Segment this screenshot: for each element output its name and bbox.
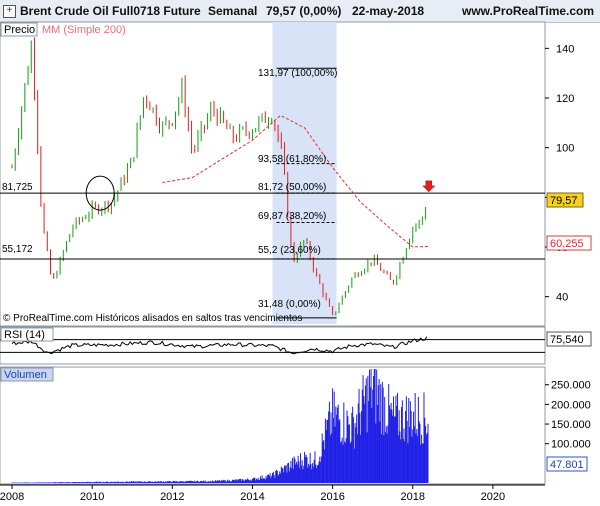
hline-label-upper: 81,725 — [2, 182, 33, 193]
volume-label: Volumen — [4, 369, 47, 381]
ma-badge-text: 60,255 — [550, 238, 584, 250]
rsi-label: RSI (14) — [4, 329, 45, 341]
fib-label-0: 31,48 (0,00%) — [258, 299, 321, 310]
rsi-line — [11, 336, 428, 355]
fib-label-100: 131,97 (100,00%) — [258, 68, 338, 79]
sell-arrow-icon — [422, 180, 436, 193]
time-tick-label: 2018 — [401, 491, 425, 503]
ma-badge — [546, 235, 592, 251]
volume-badge — [546, 456, 588, 472]
date-label: 22-may-2018 — [352, 4, 425, 18]
price-tick-label: 120 — [556, 93, 574, 105]
time-tick-label: 2014 — [240, 491, 264, 503]
fibonacci-zone — [272, 22, 337, 324]
fib-label-382: 69,87 (38,20%) — [258, 211, 326, 222]
time-tick-label: 2012 — [160, 491, 184, 503]
moving-average-line — [162, 114, 429, 248]
rsi-badge — [546, 331, 592, 347]
price-tick-label: 140 — [556, 43, 574, 55]
instrument-title: Brent Crude Oil Full0718 Future — [20, 4, 201, 18]
chart-header: + Brent Crude Oil Full0718 Future Semana… — [0, 0, 600, 23]
time-tick-label: 2020 — [481, 491, 505, 503]
volume-tick-label: 250.000 — [551, 380, 591, 392]
expand-icon[interactable]: + — [3, 5, 16, 18]
last-price-badge-text: 79,57 — [550, 195, 578, 207]
last-quote: 79,57 (0,00%) — [266, 4, 342, 18]
period-label: Semanal — [208, 4, 258, 18]
price-tick-label: 100 — [556, 143, 574, 155]
last-price-badge — [546, 192, 584, 208]
ma-legend-label: MM (Simple 200) — [42, 24, 126, 36]
volume-badge-text: 47.801 — [550, 459, 584, 471]
copyright-note: © ProRealTime.com Históricos alisados en… — [3, 313, 302, 324]
price-label-box — [0, 22, 38, 37]
fib-label-618: 93,58 (61,80%) — [258, 154, 326, 165]
price-label: Precio — [4, 24, 35, 36]
volume-tick-label: 150.000 — [551, 419, 591, 431]
volume-panel — [0, 366, 546, 485]
rsi-label-box — [0, 327, 54, 342]
time-tick-label: 2016 — [320, 491, 344, 503]
website-label: www.ProRealTime.com — [462, 4, 595, 18]
time-tick-label: 2010 — [80, 491, 104, 503]
rsi-badge-text: 75,540 — [550, 334, 584, 346]
time-tick-label: 2008 — [0, 491, 24, 503]
volume-tick-label: 100.000 — [551, 439, 591, 451]
price-tick-label: 40 — [556, 292, 568, 304]
hline-label-lower: 55,172 — [2, 244, 33, 255]
fib-label-236: 55,2 (23,60%) — [258, 245, 321, 256]
volume-label-box — [0, 367, 54, 382]
fib-label-50: 81,72 (50,00%) — [258, 182, 326, 193]
annotation-circle — [85, 175, 115, 211]
volume-tick-label: 200.000 — [551, 399, 591, 411]
